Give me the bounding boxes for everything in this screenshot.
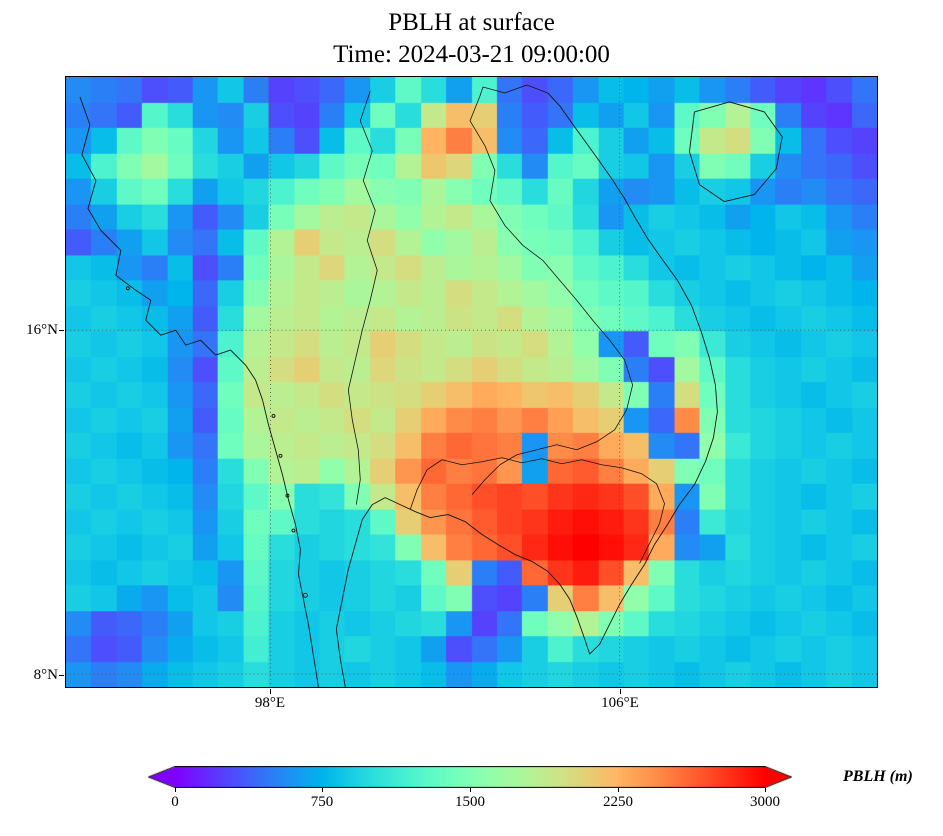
heatmap-canvas	[66, 77, 877, 687]
x-tickmark-106e	[620, 689, 621, 694]
map-overlay-svg	[66, 77, 877, 687]
colorbar-tickmark	[765, 788, 766, 792]
island-dot	[125, 286, 130, 291]
y-tick-label-8n: 8°N	[33, 667, 58, 683]
colorbar-tickmark	[470, 788, 471, 792]
colorbar-tick-label-2250: 2250	[603, 794, 633, 810]
colorbar-tickmark	[175, 788, 176, 792]
x-tick-label-98e: 98°E	[254, 695, 286, 711]
island-dot	[291, 528, 296, 533]
colorbar-label: PBLH (m)	[843, 768, 913, 785]
colorbar-canvas	[148, 766, 792, 788]
coastline-hainan-island	[689, 101, 783, 203]
colorbar-tick-label-3000: 3000	[750, 794, 780, 810]
coastline-gulf-vietnam	[335, 92, 718, 687]
y-tickmark-8n	[59, 675, 64, 676]
colorbar-tickmark	[322, 788, 323, 792]
island-dot	[302, 592, 308, 598]
border-china	[479, 84, 548, 97]
island-dot	[278, 453, 283, 458]
border-cambodia	[409, 457, 665, 564]
x-tickmark-98e	[270, 689, 271, 694]
colorbar-tickmark	[618, 788, 619, 792]
y-tickmark-16n	[59, 330, 64, 331]
island-dot	[285, 493, 290, 498]
colorbar-tick-label-0: 0	[171, 794, 179, 810]
colorbar-tick-label-1500: 1500	[455, 794, 485, 810]
coastline-west-coast	[100, 230, 319, 687]
figure-title-line1: PBLH at surface	[388, 9, 555, 36]
border-myanmar-thailand	[347, 90, 378, 505]
island-dot	[271, 413, 276, 418]
colorbar-tick-label-750: 750	[310, 794, 334, 810]
coastline-northwest	[79, 96, 102, 231]
y-tick-label-16n: 16°N	[26, 322, 58, 338]
figure-title-line2: Time: 2024-03-21 09:00:00	[333, 41, 610, 68]
x-tick-label-106e: 106°E	[601, 695, 639, 711]
border-laos-vietnam	[469, 95, 634, 495]
map-plot-area	[65, 76, 878, 688]
